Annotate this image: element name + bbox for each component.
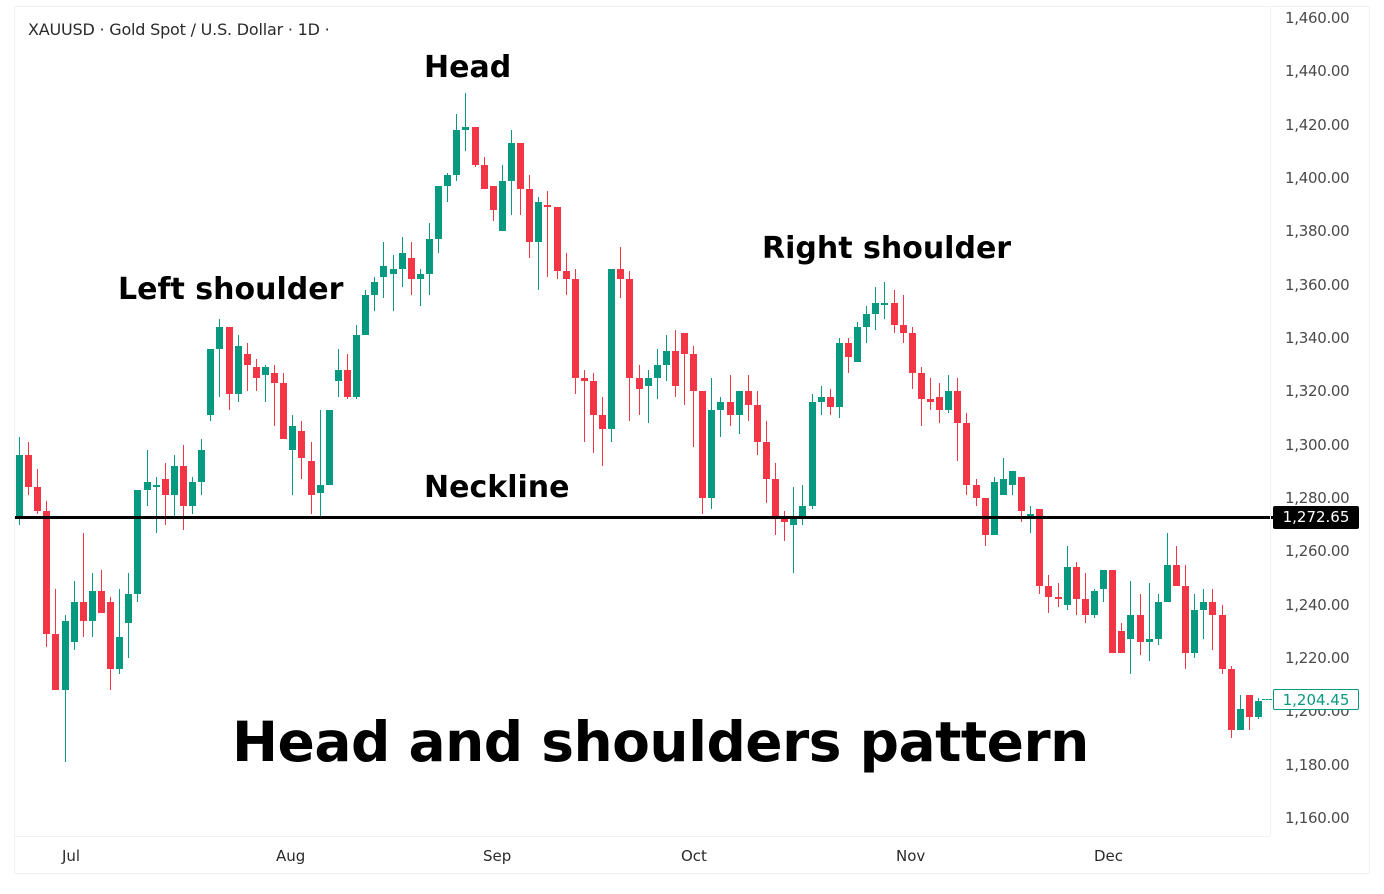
price-tick: 1,340.00	[1285, 329, 1350, 347]
price-tick: 1,180.00	[1285, 755, 1350, 774]
last-price-dash	[1262, 699, 1272, 701]
time-tick: Sep	[483, 847, 512, 865]
neckline-price-label: 1,272.65	[1273, 506, 1359, 530]
neckline-label: Neckline	[424, 470, 570, 505]
time-tick: Dec	[1094, 847, 1124, 865]
price-tick: 1,420.00	[1285, 115, 1350, 134]
price-axis[interactable]: 1,460.00 1,440.00 1,420.00 1,400.00 1,380.00…	[1270, 7, 1371, 836]
price-tick: 1,260.00	[1285, 542, 1350, 561]
last-price-label: 1,204.45	[1273, 688, 1359, 710]
candlestick-plot[interactable]	[15, 7, 1270, 836]
pattern-title: Head and shoulders pattern	[232, 710, 1089, 774]
left-shoulder-label: Left shoulder	[118, 272, 344, 307]
chart-frame	[14, 6, 1370, 874]
time-tick: Aug	[276, 847, 306, 865]
head-label: Head	[424, 50, 512, 85]
price-tick: 1,460.00	[1285, 9, 1350, 27]
price-tick: 1,280.00	[1285, 489, 1350, 507]
price-tick: 1,220.00	[1285, 649, 1350, 667]
time-tick: Nov	[896, 847, 926, 865]
time-tick: Jul	[62, 847, 81, 865]
price-tick: 1,240.00	[1285, 595, 1350, 614]
price-tick: 1,160.00	[1285, 809, 1350, 827]
price-tick: 1,440.00	[1285, 62, 1350, 81]
price-tick: 1,380.00	[1285, 222, 1350, 241]
price-tick: 1,320.00	[1285, 382, 1350, 401]
symbol-title: XAUUSD · Gold Spot / U.S. Dollar · 1D ·	[28, 20, 330, 39]
neckline-line[interactable]	[15, 516, 1273, 520]
price-tick: 1,360.00	[1285, 275, 1350, 294]
price-tick: 1,300.00	[1285, 435, 1350, 454]
time-tick: Oct	[681, 847, 707, 865]
price-tick: 1,400.00	[1285, 169, 1350, 187]
time-axis[interactable]: Jul Aug Sep Oct Nov Dec	[15, 836, 1270, 875]
right-shoulder-label: Right shoulder	[762, 231, 1012, 266]
